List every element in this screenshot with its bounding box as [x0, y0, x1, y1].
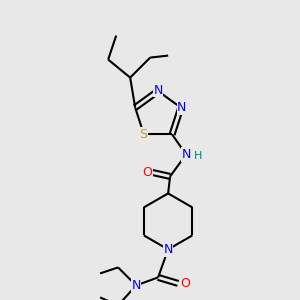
- Text: O: O: [142, 166, 152, 179]
- Text: N: N: [182, 148, 191, 161]
- Text: N: N: [153, 83, 163, 97]
- Text: N: N: [164, 243, 173, 256]
- Text: H: H: [194, 152, 202, 161]
- Text: O: O: [180, 277, 190, 290]
- Text: S: S: [139, 128, 147, 141]
- Text: N: N: [131, 279, 141, 292]
- Text: N: N: [177, 101, 187, 114]
